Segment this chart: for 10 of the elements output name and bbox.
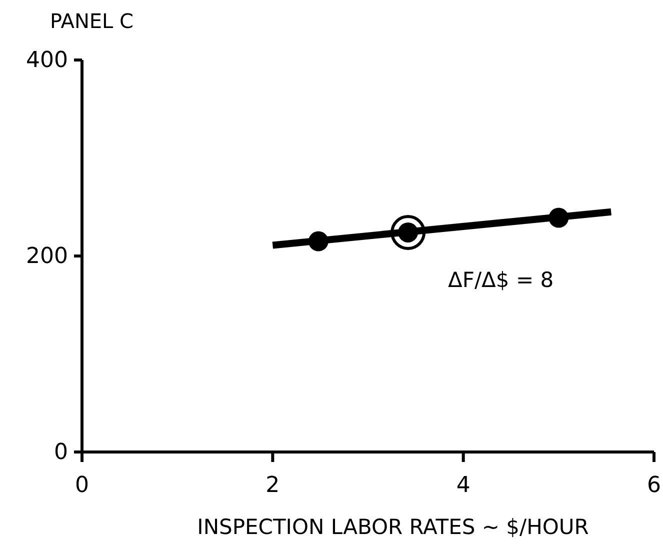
x-tick-label: 2 (266, 473, 280, 498)
x-tick-label: 4 (456, 473, 470, 498)
x-tick-label: 6 (647, 473, 661, 498)
x-tick-label: 0 (75, 473, 89, 498)
x-axis-title: INSPECTION LABOR RATES ~ $/HOUR (197, 515, 589, 539)
y-tick-label: 0 (54, 440, 68, 466)
annotation: ΔF/Δ$ = 8 (448, 268, 554, 292)
chart-title: PANEL C (50, 9, 134, 33)
y-tick-label: 400 (26, 48, 68, 74)
y-tick-label: 200 (26, 244, 68, 270)
